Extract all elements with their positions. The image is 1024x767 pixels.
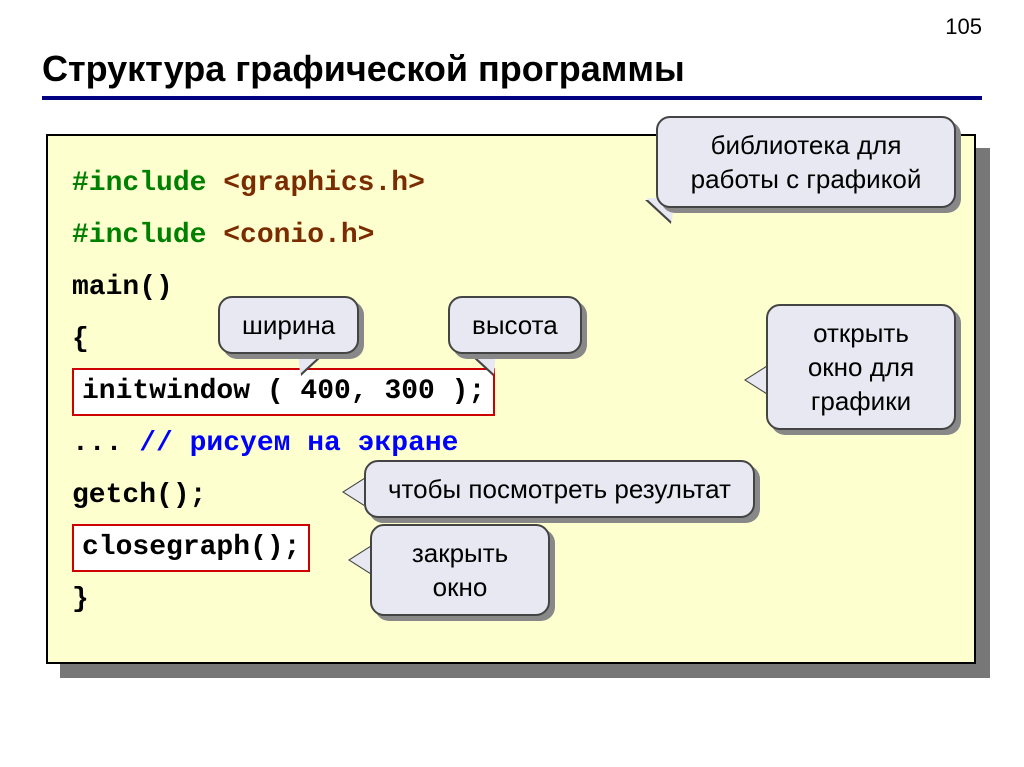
callout-closewin-tail bbox=[350, 546, 372, 574]
include-keyword: #include bbox=[72, 220, 223, 251]
callout-width: ширина bbox=[218, 296, 359, 354]
highlight-closegraph: closegraph(); bbox=[72, 524, 310, 572]
callout-result: чтобы посмотреть результат bbox=[364, 460, 755, 518]
include-keyword: #include bbox=[72, 168, 223, 199]
include-file: <conio.h> bbox=[223, 220, 374, 251]
callout-closewin: закрыть окно bbox=[370, 524, 550, 616]
callout-openwin-tail bbox=[746, 366, 768, 394]
callout-result-tail bbox=[344, 478, 366, 506]
callout-openwin: открыть окно для графики bbox=[766, 304, 956, 430]
highlight-initwindow: initwindow ( 400, 300 ); bbox=[72, 368, 495, 416]
code-comment: // рисуем на экране bbox=[139, 428, 458, 459]
title-underline bbox=[42, 96, 982, 100]
code-block: #include <graphics.h> #include <conio.h>… bbox=[46, 134, 976, 664]
page-number: 105 bbox=[945, 14, 982, 40]
callout-height: высота bbox=[448, 296, 582, 354]
code-box: #include <graphics.h> #include <conio.h>… bbox=[46, 134, 976, 664]
page-title: Структура графической программы bbox=[42, 48, 982, 90]
callout-library: библиотека для работы с графикой bbox=[656, 116, 956, 208]
include-file: <graphics.h> bbox=[223, 168, 425, 199]
code-line-2: #include <conio.h> bbox=[72, 210, 950, 262]
code-ellipsis: ... bbox=[72, 428, 139, 459]
